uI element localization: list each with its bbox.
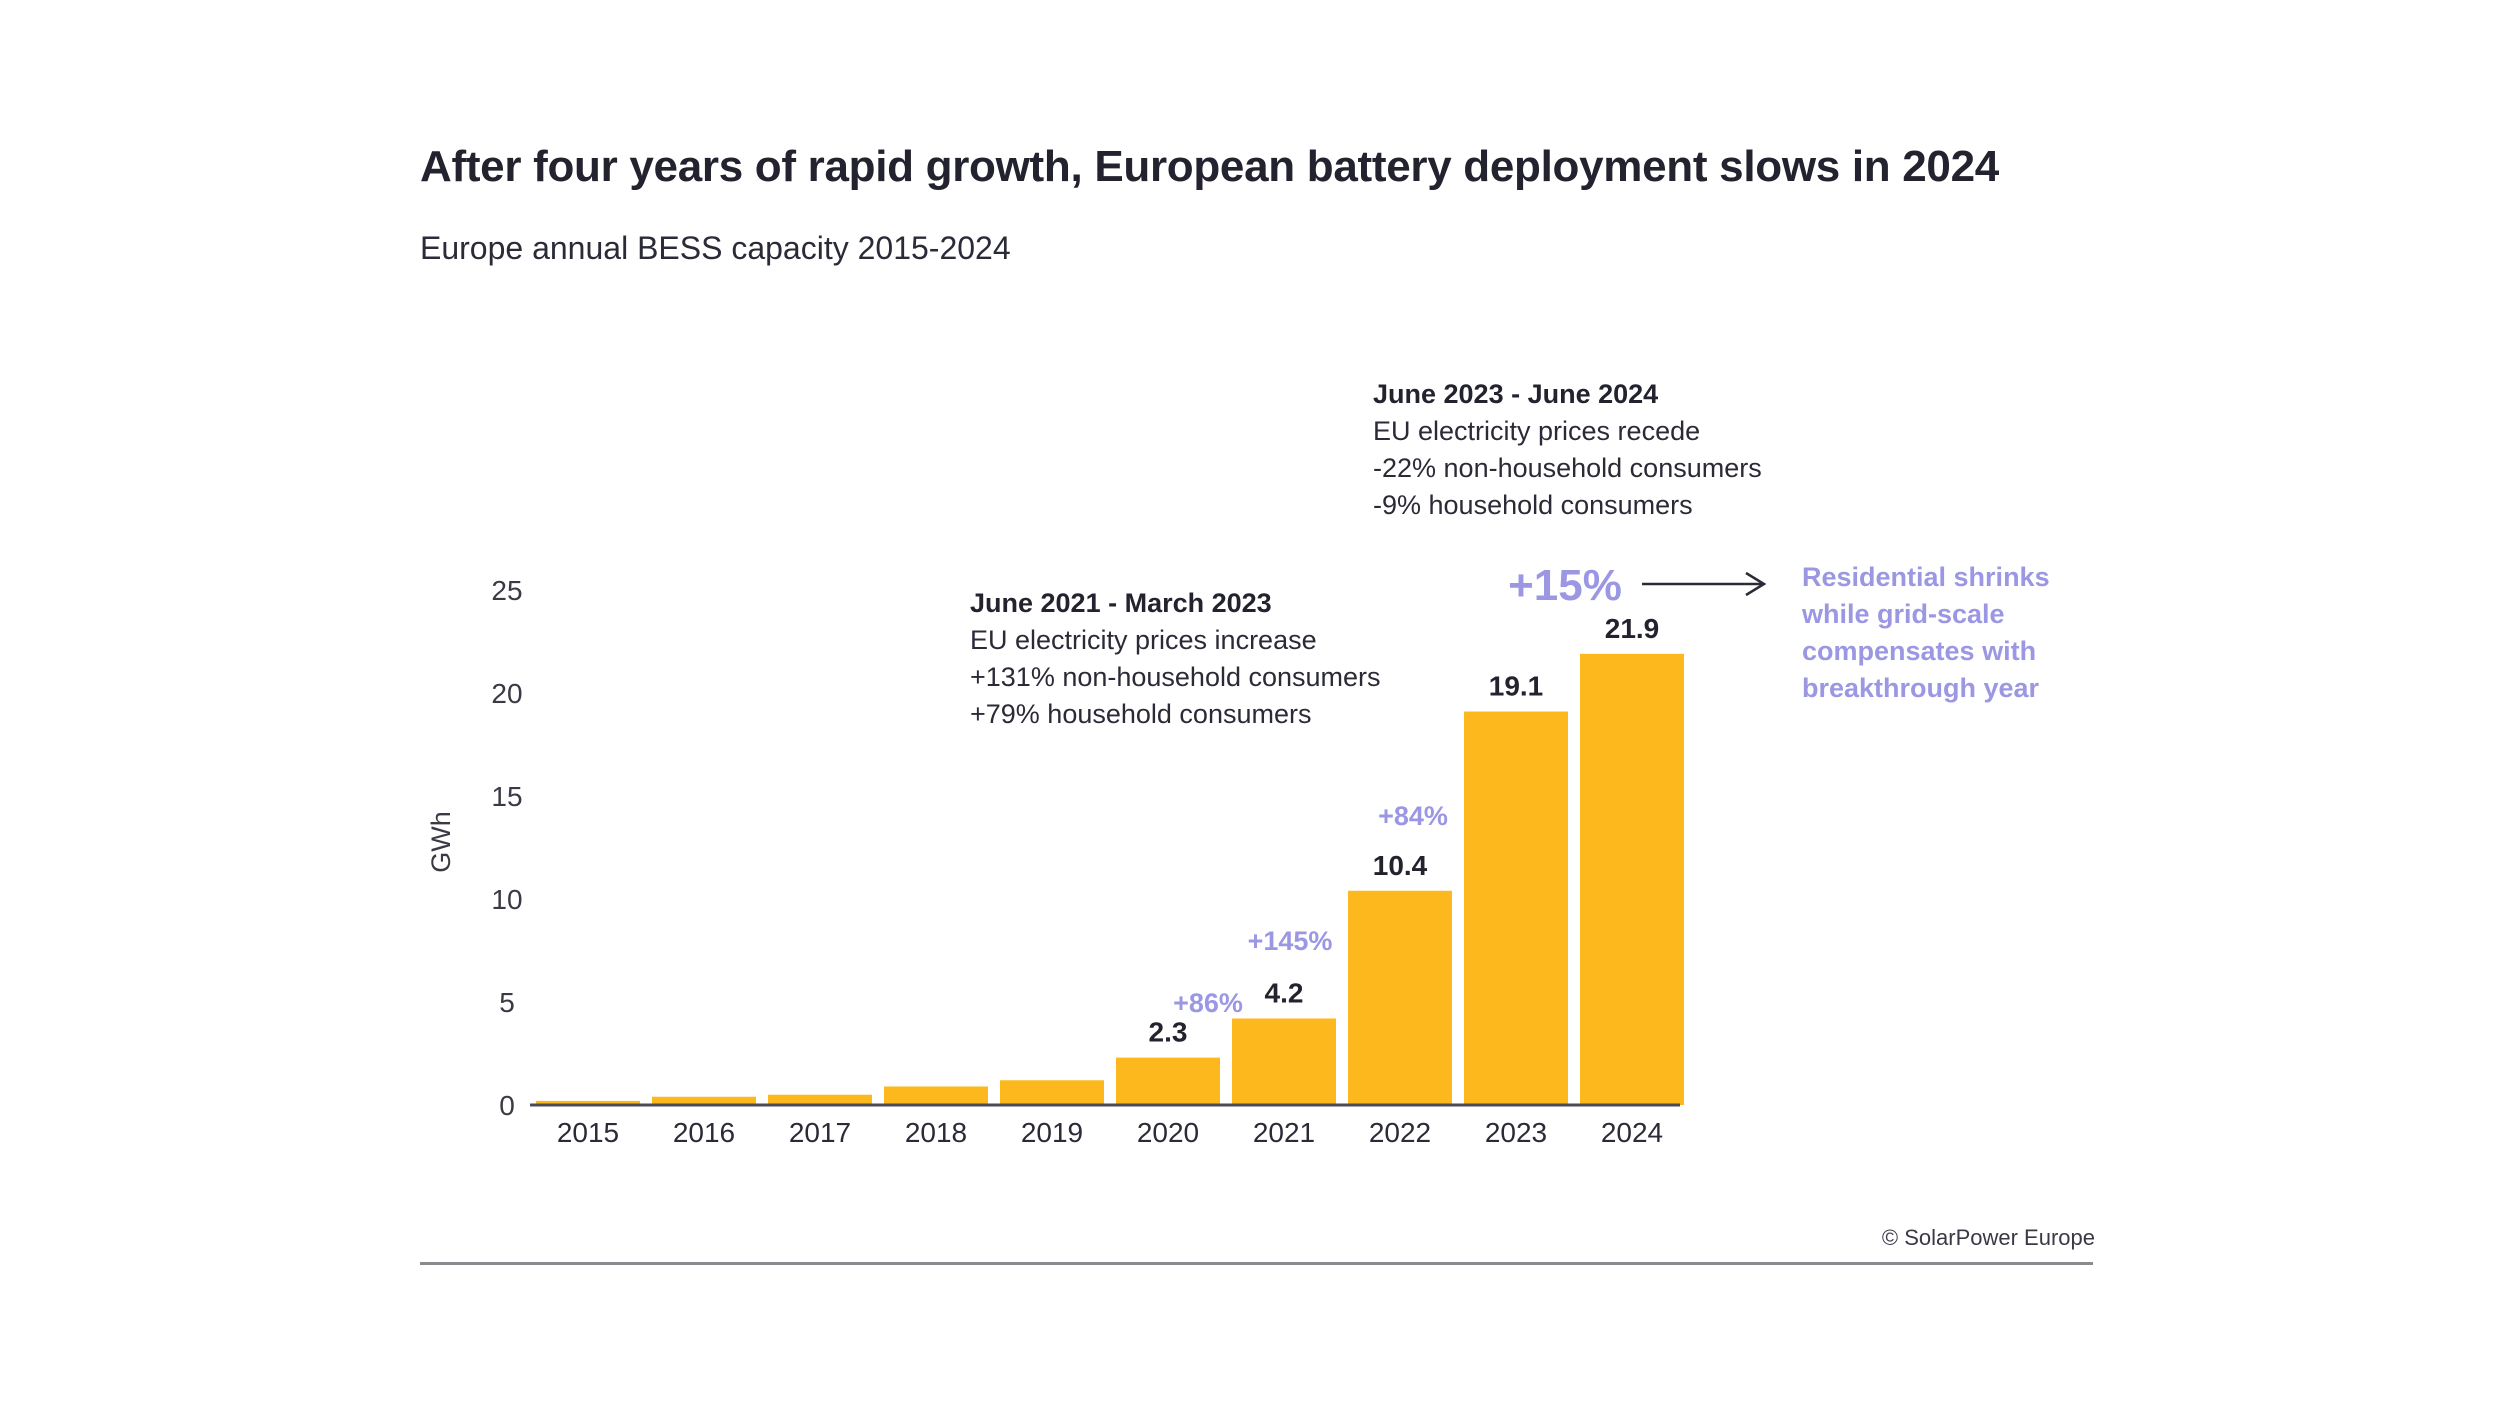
bar-value-label: 19.1 — [1489, 671, 1544, 702]
y-tick-label: 10 — [491, 884, 522, 915]
x-tick-label: 2018 — [905, 1117, 967, 1148]
side-note-line: breakthrough year — [1802, 673, 2040, 703]
x-tick-label: 2023 — [1485, 1117, 1547, 1148]
annotation-heading: June 2023 - June 2024 — [1373, 379, 1658, 409]
bar-2024 — [1580, 653, 1684, 1105]
y-tick-label: 20 — [491, 678, 522, 709]
bar-2019 — [1000, 1080, 1104, 1105]
annotation-line: +79% household consumers — [970, 699, 1311, 729]
bar-value-label: 10.4 — [1373, 850, 1428, 881]
bar-2020 — [1116, 1057, 1220, 1105]
bar-value-label: 4.2 — [1265, 977, 1304, 1008]
bar-2022 — [1348, 890, 1452, 1105]
x-tick-label: 2019 — [1021, 1117, 1083, 1148]
x-tick-label: 2022 — [1369, 1117, 1431, 1148]
y-tick-label: 15 — [491, 781, 522, 812]
arrow-head-icon — [1745, 571, 1767, 597]
page-title: After four years of rapid growth, Europe… — [420, 142, 1999, 191]
growth-label: +145% — [1248, 926, 1333, 956]
bar-2018 — [884, 1086, 988, 1105]
x-tick-label: 2016 — [673, 1117, 735, 1148]
y-tick-label: 0 — [499, 1090, 515, 1121]
x-tick-label: 2020 — [1137, 1117, 1199, 1148]
y-tick-label: 5 — [499, 987, 515, 1018]
growth-label: +84% — [1378, 801, 1448, 831]
bar-value-label: 21.9 — [1605, 613, 1660, 644]
bar-2023 — [1464, 711, 1568, 1105]
y-tick-label: 25 — [491, 575, 522, 606]
copyright-notice: © SolarPower Europe — [1881, 1225, 2095, 1250]
growth-label: +15% — [1508, 561, 1622, 610]
annotation-line: EU electricity prices increase — [970, 625, 1317, 655]
side-note-line: compensates with — [1802, 636, 2036, 666]
bar-2017 — [768, 1094, 872, 1105]
bar-2021 — [1232, 1018, 1336, 1105]
x-tick-label: 2015 — [557, 1117, 619, 1148]
bar-2015 — [536, 1100, 640, 1105]
side-note-line: while grid-scale — [1801, 599, 2005, 629]
annotation-line: EU electricity prices recede — [1373, 416, 1700, 446]
growth-label: +86% — [1173, 988, 1243, 1018]
annotation-line: -9% household consumers — [1373, 490, 1693, 520]
x-tick-label: 2017 — [789, 1117, 851, 1148]
bottom-divider — [420, 1262, 2093, 1265]
bar-2016 — [652, 1096, 756, 1105]
annotation-line: +131% non-household consumers — [970, 662, 1381, 692]
annotation-heading: June 2021 - March 2023 — [970, 588, 1272, 618]
x-tick-label: 2021 — [1253, 1117, 1315, 1148]
side-note-line: Residential shrinks — [1802, 562, 2050, 592]
page-subtitle: Europe annual BESS capacity 2015-2024 — [420, 230, 1011, 266]
bar-value-label: 2.3 — [1149, 1017, 1188, 1048]
x-tick-label: 2024 — [1601, 1117, 1663, 1148]
y-axis-label: GWh — [426, 811, 456, 873]
annotation-line: -22% non-household consumers — [1373, 453, 1762, 483]
